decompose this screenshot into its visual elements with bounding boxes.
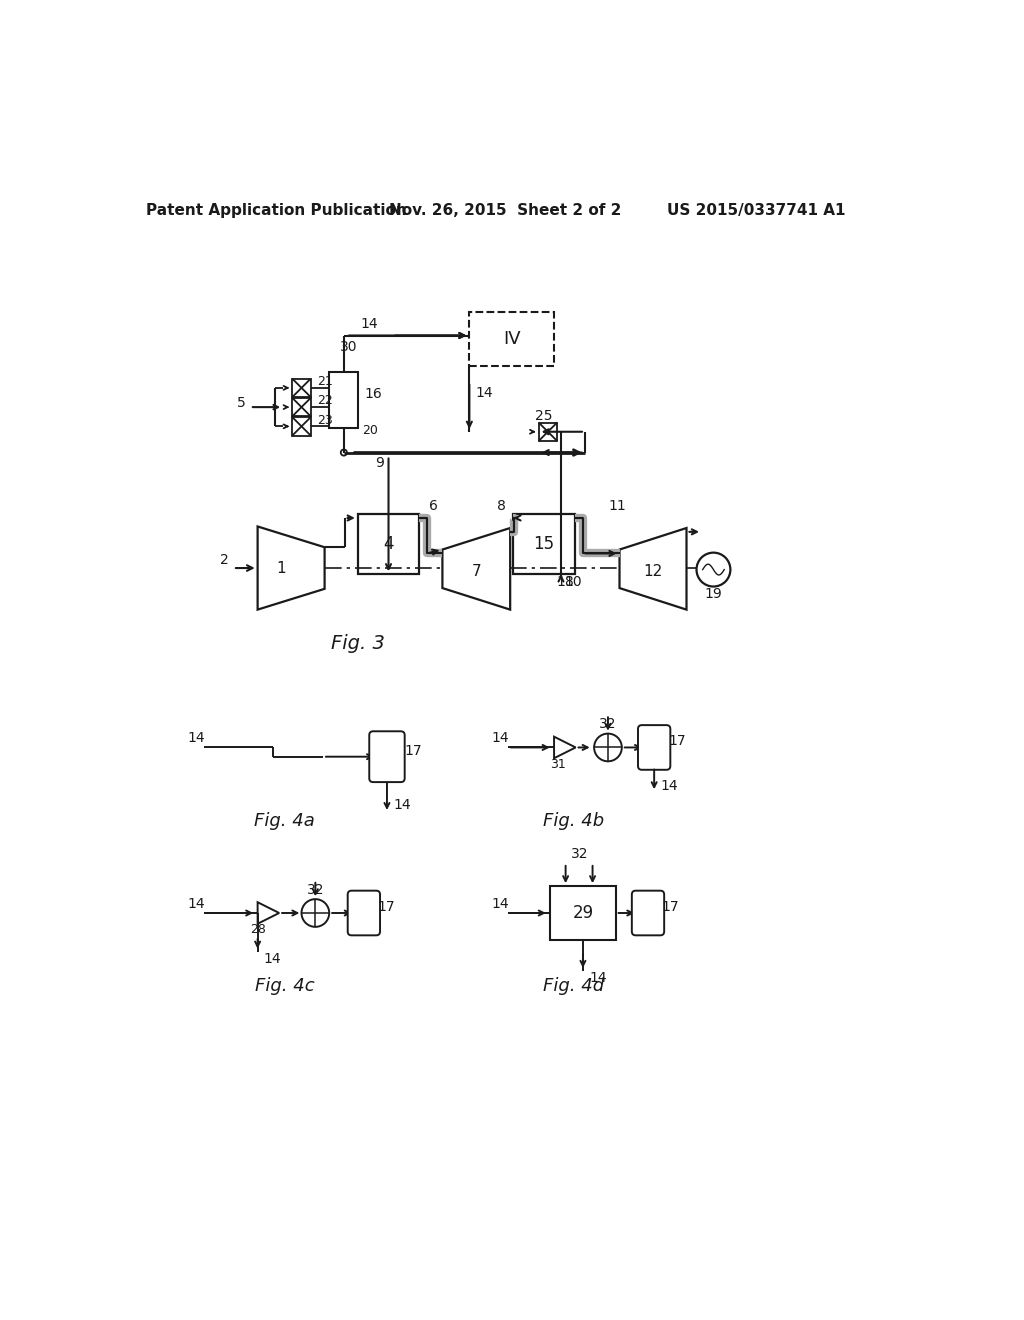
Text: 31: 31 [550, 758, 566, 771]
Text: 14: 14 [187, 896, 205, 911]
Bar [330, 372, 358, 428]
Text: 14: 14 [393, 799, 411, 812]
Text: Fig. 4a: Fig. 4a [254, 812, 315, 829]
Text: 14: 14 [360, 317, 378, 331]
Text: US 2015/0337741 A1: US 2015/0337741 A1 [667, 203, 845, 218]
FancyBboxPatch shape [632, 891, 665, 936]
Text: Fig. 4b: Fig. 4b [543, 812, 604, 829]
Text: 16: 16 [365, 387, 382, 401]
Text: 7: 7 [471, 565, 481, 579]
Text: 2: 2 [219, 553, 228, 568]
Bar [292, 379, 310, 397]
Text: 23: 23 [316, 413, 333, 426]
Text: Fig. 4d: Fig. 4d [543, 977, 604, 995]
FancyBboxPatch shape [370, 731, 404, 781]
FancyBboxPatch shape [348, 891, 380, 936]
Bar [550, 886, 615, 940]
Text: 6: 6 [429, 499, 438, 513]
Text: 28: 28 [250, 924, 265, 936]
Bar [513, 515, 574, 574]
Text: 19: 19 [705, 587, 722, 601]
Text: 14: 14 [187, 731, 205, 746]
FancyBboxPatch shape [638, 725, 671, 770]
Text: 17: 17 [378, 900, 395, 913]
Text: 5: 5 [238, 396, 246, 411]
Text: 14: 14 [492, 896, 509, 911]
Text: 17: 17 [662, 900, 680, 913]
Text: 8: 8 [497, 499, 506, 513]
Text: 32: 32 [570, 846, 588, 861]
Text: 14: 14 [492, 731, 509, 746]
Text: 17: 17 [668, 734, 686, 748]
Text: Fig. 4c: Fig. 4c [255, 977, 314, 995]
Text: 32: 32 [306, 883, 325, 896]
Text: 1: 1 [275, 561, 286, 576]
Text: 17: 17 [404, 743, 422, 758]
Text: 9: 9 [375, 457, 384, 470]
Text: IV: IV [503, 330, 520, 348]
Bar [539, 422, 557, 441]
Text: 21: 21 [316, 375, 333, 388]
Bar [469, 313, 554, 367]
Text: 4: 4 [383, 535, 394, 553]
Text: Nov. 26, 2015  Sheet 2 of 2: Nov. 26, 2015 Sheet 2 of 2 [389, 203, 622, 218]
Text: 32: 32 [599, 717, 616, 731]
Text: 14: 14 [263, 952, 281, 966]
Text: 20: 20 [362, 424, 378, 437]
Text: 14: 14 [660, 779, 678, 793]
Bar [292, 397, 310, 416]
Bar [292, 417, 310, 436]
Bar [357, 515, 419, 574]
Text: 15: 15 [534, 535, 555, 553]
Text: Patent Application Publication: Patent Application Publication [146, 203, 408, 218]
Text: 12: 12 [643, 565, 663, 579]
Text: 18: 18 [557, 576, 574, 589]
Text: 25: 25 [536, 409, 553, 424]
Text: 14: 14 [475, 387, 494, 400]
Text: 14: 14 [589, 972, 606, 986]
Text: 30: 30 [340, 341, 357, 354]
Text: 10: 10 [565, 576, 583, 589]
Text: Fig. 3: Fig. 3 [331, 634, 385, 653]
Text: 29: 29 [572, 904, 594, 921]
Text: 11: 11 [608, 499, 626, 513]
Text: 22: 22 [316, 395, 333, 408]
